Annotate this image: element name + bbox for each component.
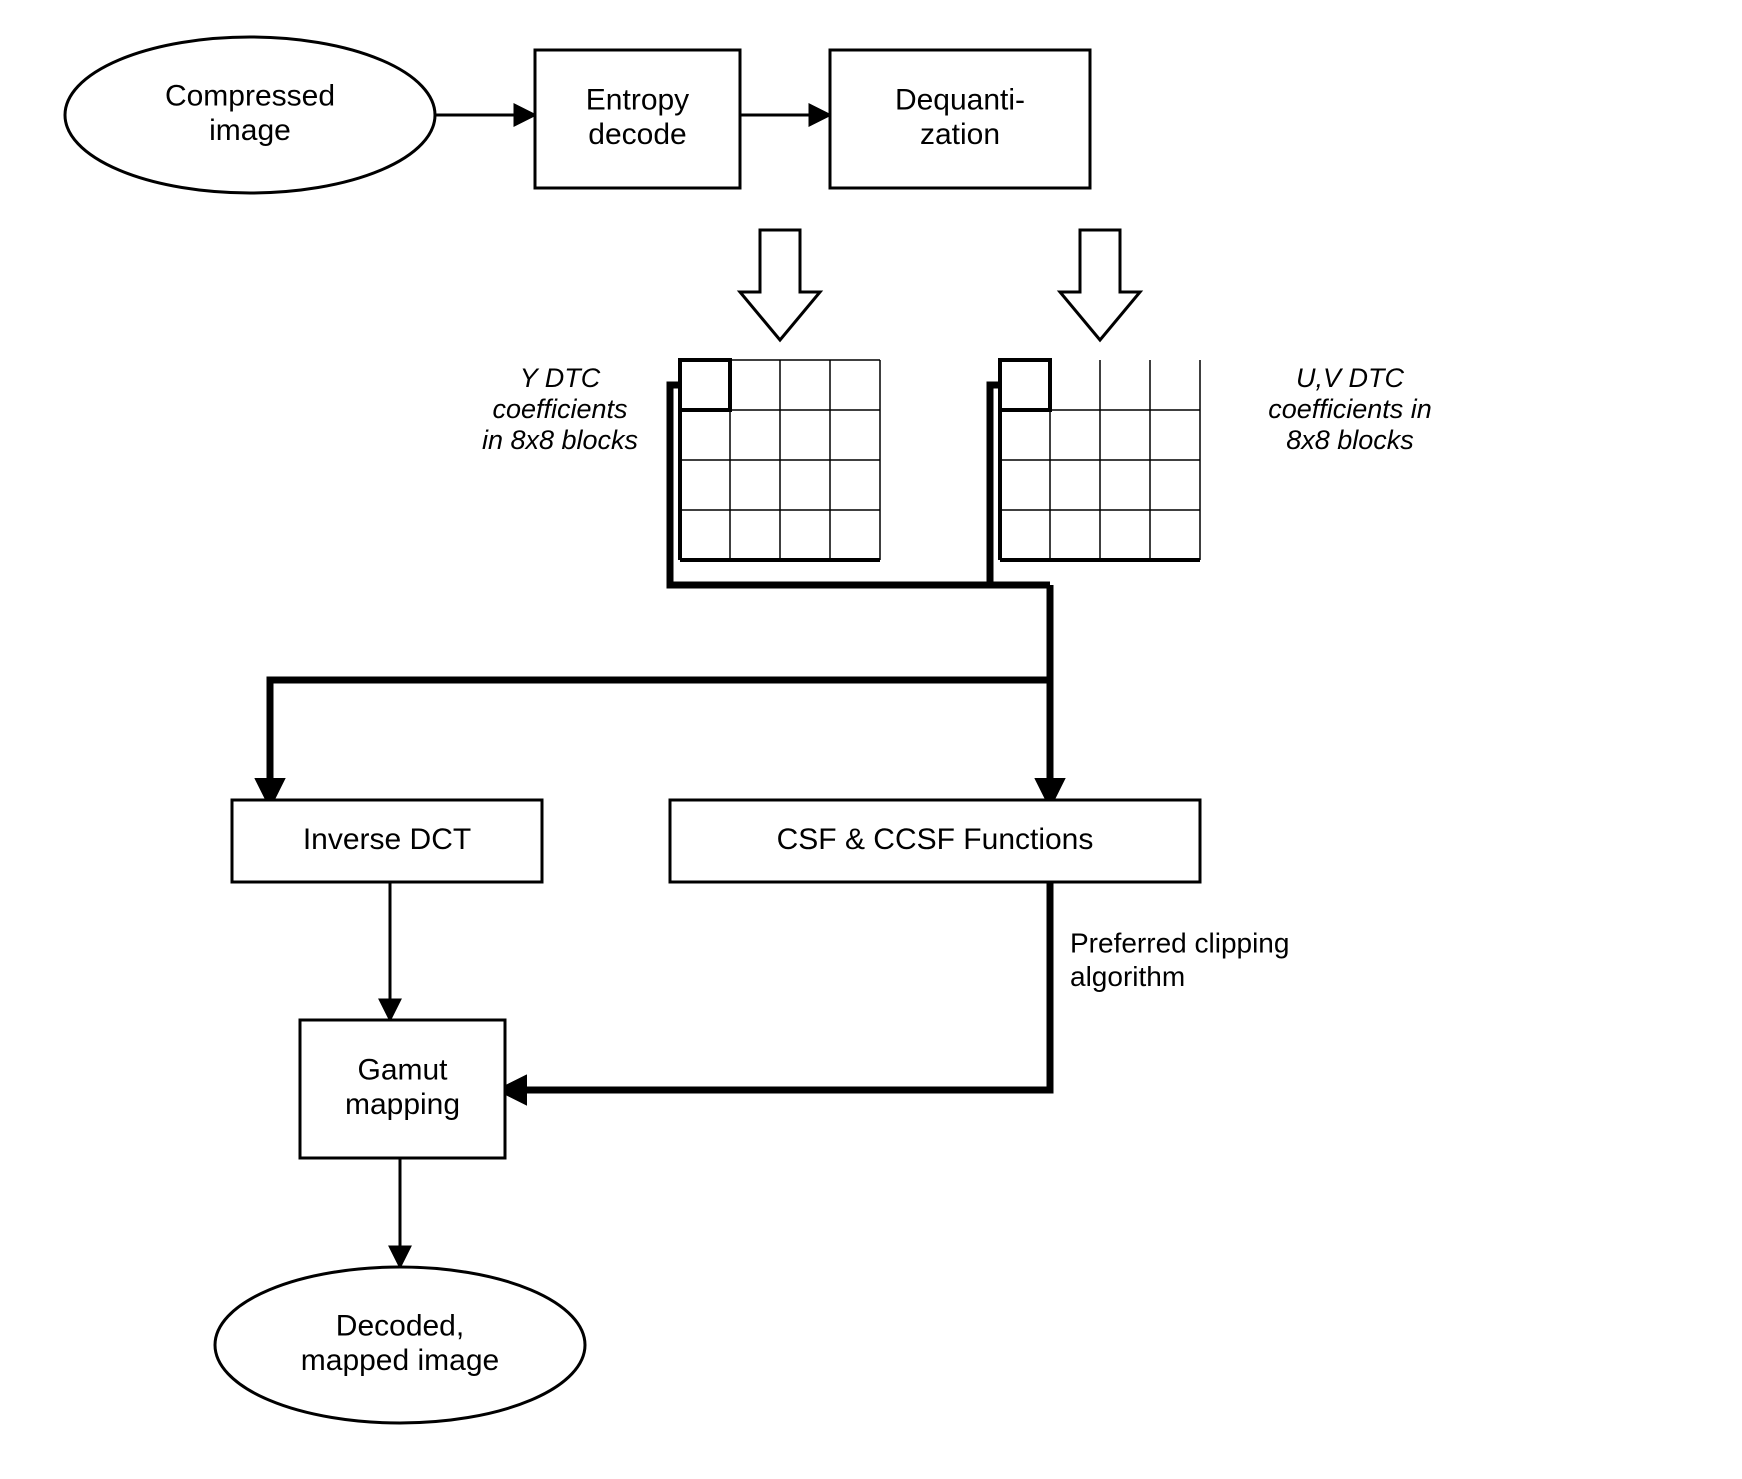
svg-text:CSF & CCSF Functions: CSF & CCSF Functions xyxy=(777,823,1094,856)
svg-text:Entropy: Entropy xyxy=(586,84,689,117)
uv_dtc-label: 8x8 blocks xyxy=(1286,425,1414,455)
right-coefficient-grid xyxy=(1000,360,1200,560)
flowchart-diagram: Compressedimage Entropydecode Dequanti-zat… xyxy=(0,0,1742,1479)
y_dtc-label: Y DTC xyxy=(520,363,601,393)
preferred-clipping-label: Preferred clipping xyxy=(1070,927,1289,958)
preferred-clipping-label: algorithm xyxy=(1070,961,1185,992)
uv_dtc-label: coefficients in xyxy=(1268,394,1432,424)
left-coefficient-grid xyxy=(680,360,880,560)
svg-text:Inverse DCT: Inverse DCT xyxy=(303,823,471,856)
uv_dtc-label: U,V DTC xyxy=(1296,363,1405,393)
svg-text:image: image xyxy=(209,114,291,147)
y_dtc-label: coefficients xyxy=(492,394,627,424)
svg-text:mapped image: mapped image xyxy=(301,1344,499,1377)
svg-text:decode: decode xyxy=(588,118,686,151)
svg-text:Gamut: Gamut xyxy=(357,1054,448,1087)
svg-text:mapping: mapping xyxy=(345,1088,460,1121)
hollow-down-arrow-icon xyxy=(1060,230,1140,340)
svg-text:Dequanti-: Dequanti- xyxy=(895,84,1025,117)
svg-text:Compressed: Compressed xyxy=(165,80,335,113)
hollow-down-arrow-icon xyxy=(740,230,820,340)
connector-thick xyxy=(270,680,1050,800)
svg-text:zation: zation xyxy=(920,118,1000,151)
y_dtc-label: in 8x8 blocks xyxy=(482,425,638,455)
svg-text:Decoded,: Decoded, xyxy=(336,1310,464,1343)
connector-thick xyxy=(505,882,1050,1090)
